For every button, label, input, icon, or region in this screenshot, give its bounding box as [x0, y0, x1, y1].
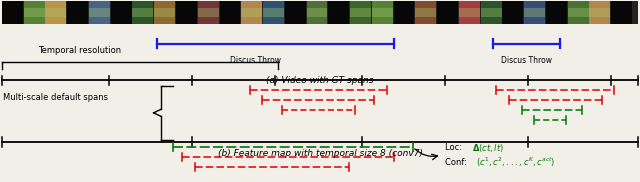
- Text: Discus Throw: Discus Throw: [501, 56, 552, 65]
- Bar: [328, 1, 349, 24]
- Bar: [285, 1, 306, 24]
- Bar: [524, 8, 545, 17]
- Bar: [394, 1, 415, 24]
- Text: Loc:: Loc:: [445, 143, 467, 152]
- Bar: [111, 1, 132, 24]
- Text: (a) Video with GT spans: (a) Video with GT spans: [266, 76, 374, 85]
- Bar: [24, 8, 45, 17]
- Bar: [241, 1, 262, 24]
- Bar: [67, 1, 88, 24]
- Bar: [154, 8, 175, 17]
- Bar: [415, 1, 436, 24]
- Bar: [524, 1, 545, 24]
- Bar: [154, 1, 175, 24]
- Bar: [198, 8, 219, 17]
- Bar: [611, 1, 632, 24]
- Text: $(c^1, c^2, ..., c^K, c^{act})$: $(c^1, c^2, ..., c^K, c^{act})$: [476, 156, 555, 169]
- Bar: [459, 8, 480, 17]
- Bar: [568, 1, 589, 24]
- Bar: [372, 1, 393, 24]
- Bar: [24, 1, 45, 24]
- Bar: [350, 8, 371, 17]
- Bar: [372, 8, 393, 17]
- Bar: [89, 8, 110, 17]
- Bar: [568, 8, 589, 17]
- Bar: [89, 1, 110, 24]
- Text: (b) Feature map with temporal size 8 (conv7): (b) Feature map with temporal size 8 (co…: [218, 149, 422, 158]
- Bar: [263, 1, 284, 24]
- Bar: [45, 8, 67, 17]
- Text: Discus Throw: Discus Throw: [230, 56, 282, 65]
- Bar: [220, 1, 241, 24]
- Bar: [132, 1, 154, 24]
- Bar: [307, 8, 328, 17]
- Bar: [263, 8, 284, 17]
- Bar: [415, 8, 436, 17]
- Bar: [502, 1, 524, 24]
- Bar: [45, 1, 67, 24]
- Bar: [481, 8, 502, 17]
- Bar: [350, 1, 371, 24]
- Bar: [241, 8, 262, 17]
- Bar: [132, 8, 154, 17]
- Text: Multi-scale default spans: Multi-scale default spans: [3, 93, 108, 102]
- Bar: [589, 1, 611, 24]
- Bar: [459, 1, 480, 24]
- Bar: [307, 1, 328, 24]
- Bar: [481, 1, 502, 24]
- Text: Temporal resolution: Temporal resolution: [38, 46, 122, 55]
- Bar: [437, 1, 458, 24]
- Bar: [2, 1, 638, 24]
- Bar: [2, 1, 23, 24]
- Text: $\bf{\Delta}$$(ct, lt)$: $\bf{\Delta}$$(ct, lt)$: [472, 142, 504, 154]
- Bar: [198, 1, 219, 24]
- Bar: [589, 8, 611, 17]
- Text: Conf:: Conf:: [445, 158, 469, 167]
- Bar: [176, 1, 197, 24]
- Bar: [546, 1, 567, 24]
